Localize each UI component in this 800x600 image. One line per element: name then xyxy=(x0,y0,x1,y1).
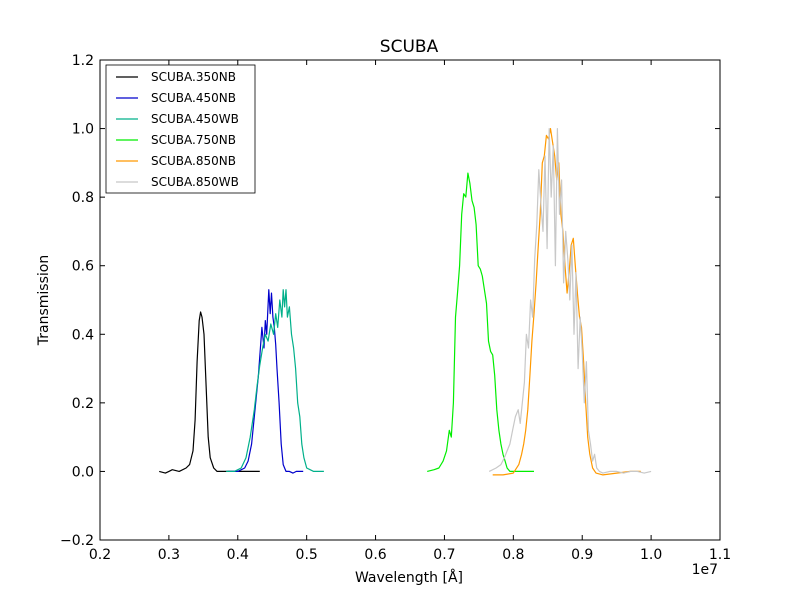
legend-box xyxy=(105,64,256,194)
y-tick-label: 1.2 xyxy=(72,53,94,69)
x-axis-ticks: 0.2 0.3 0.4 0.5 0.6 0.7 0.8 0.9 1.0 1.1 xyxy=(89,60,731,563)
y-axis-label: Transmission xyxy=(36,255,52,346)
y-tick-label: 0.8 xyxy=(72,190,94,206)
y-tick-label: 0.2 xyxy=(72,396,94,412)
series-line-1 xyxy=(227,289,304,474)
y-tick-label: 1.0 xyxy=(72,122,94,138)
y-axis-ticks: −0.2 0.0 0.2 0.4 0.6 0.8 1.0 1.2 xyxy=(60,53,720,549)
series-line-4 xyxy=(492,128,641,476)
x-tick-label: 0.6 xyxy=(364,547,386,563)
y-tick-label: −0.2 xyxy=(60,533,94,549)
y-tick-label: 0.4 xyxy=(72,327,94,343)
legend-label-5: SCUBA.850WB xyxy=(151,175,239,189)
x-axis-label: Wavelength [Å] xyxy=(355,569,463,586)
x-tick-label: 0.2 xyxy=(89,547,111,563)
x-tick-label: 0.8 xyxy=(502,547,524,563)
chart-title: SCUBA xyxy=(380,37,439,57)
x-tick-label: 0.3 xyxy=(158,547,180,563)
legend-label-1: SCUBA.450NB xyxy=(151,91,236,105)
x-axis-offset-label: 1e7 xyxy=(692,562,718,578)
x-tick-label: 0.9 xyxy=(571,547,593,563)
series-line-5 xyxy=(488,128,652,474)
series-line-0 xyxy=(159,311,260,474)
x-tick-label: 1.1 xyxy=(709,547,731,563)
legend-label-0: SCUBA.350NB xyxy=(151,70,236,84)
legend: SCUBA.350NB SCUBA.450NB SCUBA.450WB SCUBA.7… xyxy=(105,64,256,194)
plot-frame xyxy=(99,59,721,541)
y-tick-label: 0.0 xyxy=(72,464,94,480)
series-line-2 xyxy=(226,289,324,472)
legend-label-2: SCUBA.450WB xyxy=(151,112,239,126)
x-tick-label: 1.0 xyxy=(640,547,662,563)
x-tick-label: 0.4 xyxy=(227,547,249,563)
x-tick-label: 0.5 xyxy=(296,547,318,563)
y-tick-label: 0.6 xyxy=(72,259,94,275)
series-layer xyxy=(159,128,652,476)
legend-label-3: SCUBA.750NB xyxy=(151,133,236,147)
x-tick-label: 0.7 xyxy=(433,547,455,563)
legend-label-4: SCUBA.850NB xyxy=(151,154,236,168)
